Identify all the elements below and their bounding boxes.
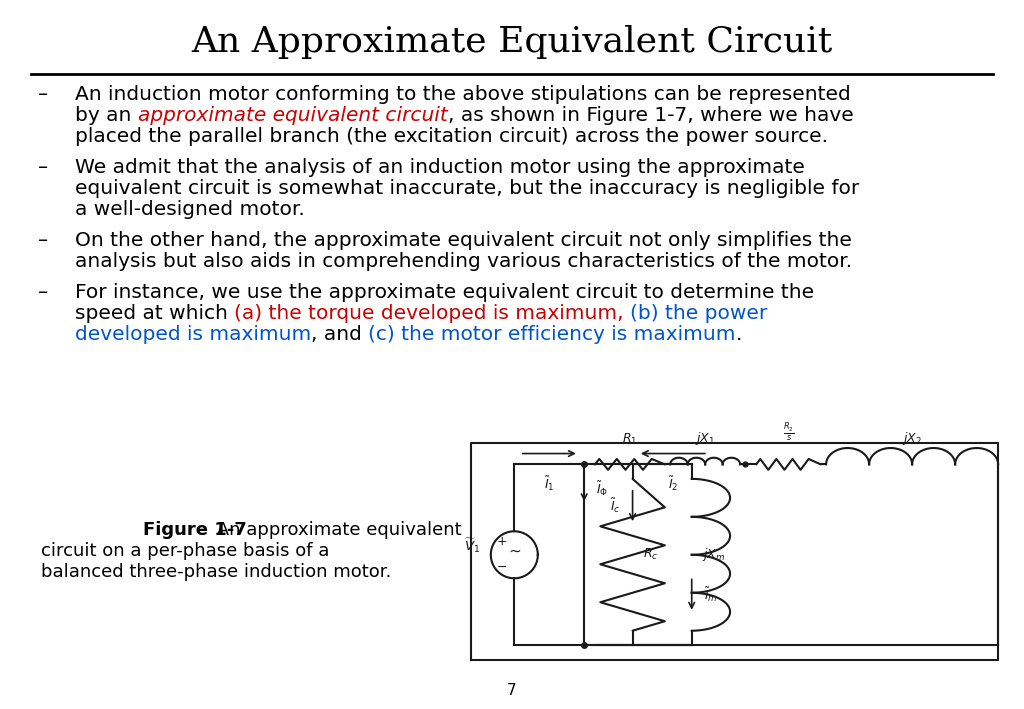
Text: $jX_2$: $jX_2$ xyxy=(902,430,923,447)
Text: Figure 1-7: Figure 1-7 xyxy=(142,521,247,539)
Text: An induction motor conforming to the above stipulations can be represented: An induction motor conforming to the abo… xyxy=(75,85,851,104)
Text: $R_c$: $R_c$ xyxy=(643,547,658,562)
Text: circuit on a per-phase basis of a: circuit on a per-phase basis of a xyxy=(41,542,330,560)
Text: $\widetilde{I}_\Phi$: $\widetilde{I}_\Phi$ xyxy=(596,479,608,498)
Text: +: + xyxy=(497,535,507,548)
Text: $\widetilde{I}_m$: $\widetilde{I}_m$ xyxy=(705,586,718,604)
Text: a well-designed motor.: a well-designed motor. xyxy=(75,200,305,219)
Text: placed the parallel branch (the excitation circuit) across the power source.: placed the parallel branch (the excitati… xyxy=(75,127,828,146)
Text: approximate equivalent circuit: approximate equivalent circuit xyxy=(138,106,447,125)
Text: –: – xyxy=(38,158,48,177)
Text: by an: by an xyxy=(75,106,138,125)
Text: 7: 7 xyxy=(507,683,517,698)
Text: equivalent circuit is somewhat inaccurate, but the inaccuracy is negligible for: equivalent circuit is somewhat inaccurat… xyxy=(75,179,859,198)
Text: An Approximate Equivalent Circuit: An Approximate Equivalent Circuit xyxy=(191,25,833,59)
Text: –: – xyxy=(38,283,48,302)
Text: We admit that the analysis of an induction motor using the approximate: We admit that the analysis of an inducti… xyxy=(75,158,805,177)
Text: $\widetilde{I}_c$: $\widetilde{I}_c$ xyxy=(609,497,621,515)
Text: $jX_m$: $jX_m$ xyxy=(702,547,725,563)
Text: $\widetilde{I}_1$: $\widetilde{I}_1$ xyxy=(544,475,555,493)
Text: –: – xyxy=(38,85,48,104)
Text: balanced three-phase induction motor.: balanced three-phase induction motor. xyxy=(41,563,391,581)
Text: analysis but also aids in comprehending various characteristics of the motor.: analysis but also aids in comprehending … xyxy=(75,252,852,271)
Text: $\frac{R_2}{s}$: $\frac{R_2}{s}$ xyxy=(782,421,795,443)
Text: ~: ~ xyxy=(508,544,520,559)
Text: An approximate equivalent: An approximate equivalent xyxy=(211,521,462,539)
Text: On the other hand, the approximate equivalent circuit not only simplifies the: On the other hand, the approximate equiv… xyxy=(75,231,852,250)
Text: $\widetilde{V}_1$: $\widetilde{V}_1$ xyxy=(464,537,480,555)
Text: $\widetilde{I}_2$: $\widetilde{I}_2$ xyxy=(668,475,678,493)
Text: (c) the motor efficiency is maximum: (c) the motor efficiency is maximum xyxy=(369,325,736,344)
Text: .: . xyxy=(736,325,742,344)
Text: , and: , and xyxy=(311,325,369,344)
Text: (a) the torque developed is maximum,: (a) the torque developed is maximum, xyxy=(234,304,630,323)
Text: (b) the power: (b) the power xyxy=(630,304,768,323)
Text: –: – xyxy=(38,231,48,250)
Text: developed is maximum: developed is maximum xyxy=(75,325,311,344)
Text: , as shown in Figure 1-7, where we have: , as shown in Figure 1-7, where we have xyxy=(447,106,853,125)
Text: $jX_1$: $jX_1$ xyxy=(695,430,715,447)
Text: −: − xyxy=(497,562,507,574)
Text: $R_1$: $R_1$ xyxy=(623,432,638,447)
Text: speed at which: speed at which xyxy=(75,304,234,323)
Text: For instance, we use the approximate equivalent circuit to determine the: For instance, we use the approximate equ… xyxy=(75,283,814,302)
